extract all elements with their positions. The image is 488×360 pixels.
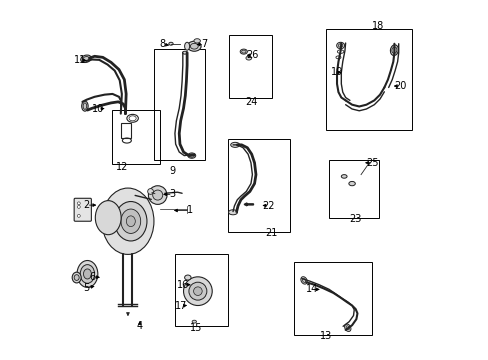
Ellipse shape xyxy=(336,42,344,49)
Text: 21: 21 xyxy=(264,228,277,238)
Bar xyxy=(325,30,411,130)
Bar xyxy=(328,160,378,218)
Text: 4: 4 xyxy=(137,321,142,331)
Ellipse shape xyxy=(341,175,346,178)
Ellipse shape xyxy=(346,326,349,330)
Circle shape xyxy=(188,282,206,300)
Ellipse shape xyxy=(83,269,91,279)
Ellipse shape xyxy=(184,275,191,280)
Bar xyxy=(121,123,131,138)
Ellipse shape xyxy=(83,103,86,109)
Text: 26: 26 xyxy=(245,50,258,60)
Ellipse shape xyxy=(129,116,136,121)
Ellipse shape xyxy=(300,277,306,284)
Ellipse shape xyxy=(190,43,198,49)
Text: 14: 14 xyxy=(305,284,317,294)
Ellipse shape xyxy=(344,324,350,332)
Ellipse shape xyxy=(72,272,81,283)
FancyArrow shape xyxy=(244,203,253,206)
Bar xyxy=(112,110,160,164)
Text: 5: 5 xyxy=(83,283,90,293)
Ellipse shape xyxy=(348,181,355,186)
Ellipse shape xyxy=(81,55,91,63)
Circle shape xyxy=(183,277,212,306)
Text: 19: 19 xyxy=(330,67,343,77)
Text: 17: 17 xyxy=(174,301,186,311)
Ellipse shape xyxy=(182,51,187,54)
Ellipse shape xyxy=(389,45,398,55)
Ellipse shape xyxy=(82,57,89,61)
Ellipse shape xyxy=(95,201,121,235)
Ellipse shape xyxy=(391,47,396,53)
Ellipse shape xyxy=(194,39,200,43)
Text: 3: 3 xyxy=(169,189,176,199)
Ellipse shape xyxy=(302,278,305,282)
Ellipse shape xyxy=(81,101,88,111)
Ellipse shape xyxy=(115,202,147,241)
Ellipse shape xyxy=(184,42,189,50)
Circle shape xyxy=(77,206,80,208)
Ellipse shape xyxy=(187,41,201,51)
Text: 13: 13 xyxy=(320,331,332,341)
Text: 2: 2 xyxy=(83,200,90,210)
Ellipse shape xyxy=(77,261,98,287)
Text: 6: 6 xyxy=(89,272,95,282)
Text: 23: 23 xyxy=(348,215,361,224)
Ellipse shape xyxy=(245,56,251,60)
Circle shape xyxy=(148,186,167,204)
Text: 9: 9 xyxy=(169,166,175,176)
Text: 1: 1 xyxy=(186,206,193,216)
Ellipse shape xyxy=(168,42,173,45)
Circle shape xyxy=(147,189,153,194)
Circle shape xyxy=(152,190,163,200)
FancyBboxPatch shape xyxy=(74,198,91,221)
Ellipse shape xyxy=(80,265,94,283)
Text: 25: 25 xyxy=(366,158,378,168)
Text: 22: 22 xyxy=(262,201,275,211)
Ellipse shape xyxy=(228,210,237,215)
Text: 10: 10 xyxy=(92,104,104,114)
Ellipse shape xyxy=(241,50,245,53)
Circle shape xyxy=(77,202,80,205)
Text: 16: 16 xyxy=(177,280,189,290)
Ellipse shape xyxy=(126,216,135,226)
Bar xyxy=(228,35,272,98)
Text: 11: 11 xyxy=(74,55,86,65)
Ellipse shape xyxy=(102,188,154,255)
Text: 12: 12 xyxy=(116,162,128,172)
Ellipse shape xyxy=(187,153,195,158)
Ellipse shape xyxy=(240,49,247,54)
Circle shape xyxy=(77,215,80,217)
Bar xyxy=(154,49,204,160)
Bar xyxy=(293,262,371,335)
Text: 15: 15 xyxy=(189,323,202,333)
Text: 8: 8 xyxy=(160,40,165,49)
Bar xyxy=(174,253,228,326)
Circle shape xyxy=(193,287,202,296)
Ellipse shape xyxy=(189,154,194,157)
Text: 7: 7 xyxy=(201,40,207,49)
Bar xyxy=(228,139,290,232)
Ellipse shape xyxy=(192,320,196,323)
Ellipse shape xyxy=(338,44,342,47)
Text: 24: 24 xyxy=(244,97,257,107)
Text: 18: 18 xyxy=(371,21,383,31)
Ellipse shape xyxy=(74,275,79,280)
Ellipse shape xyxy=(121,209,141,233)
Ellipse shape xyxy=(230,142,239,147)
Text: 20: 20 xyxy=(393,81,406,91)
